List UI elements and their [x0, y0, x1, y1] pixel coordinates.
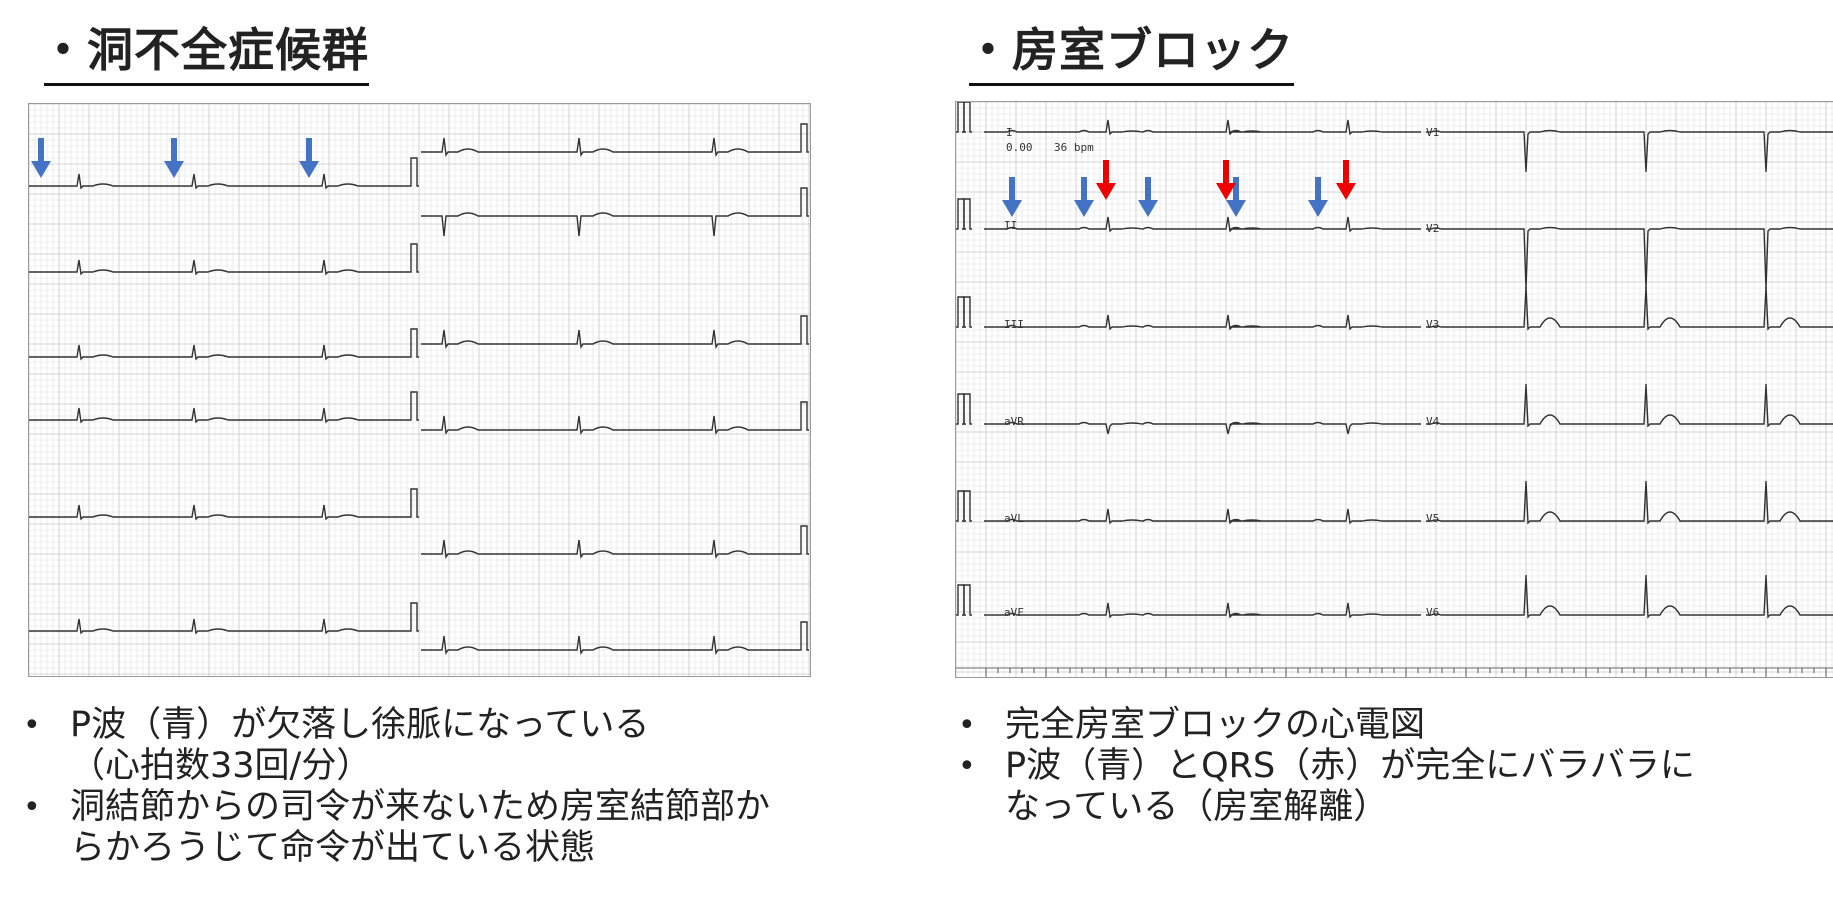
calibration-pulse: [799, 315, 809, 345]
bullet-dot-icon: •: [23, 790, 41, 825]
ecg-trace: [984, 119, 1421, 136]
ecg-trace: [421, 212, 799, 237]
ecg-speed-readout: 0.00: [1006, 141, 1033, 154]
ecg-trace: [1426, 226, 1833, 290]
p-wave-arrow-icon: [31, 138, 51, 178]
calibration-pulse: [409, 157, 419, 187]
p-wave-arrow-icon: [1138, 177, 1158, 217]
p-wave-arrow-icon: [1002, 177, 1022, 217]
ecg-trace: [984, 314, 1421, 331]
calibration-pulse: [409, 328, 419, 358]
bullet-line: らかろうじて命令が出ている状態: [70, 828, 596, 868]
lead-label-V3: V3: [1426, 318, 1439, 331]
lead-label-III: III: [1004, 318, 1024, 331]
title-underline: [969, 83, 1294, 86]
calibration-pulse: [956, 584, 966, 616]
ecg-trace: [29, 173, 409, 190]
bullet-dot-icon: •: [958, 749, 976, 784]
title-text: ・洞不全症候群: [40, 23, 369, 77]
bullet-list-av-block: • 完全房室ブロックの心電図 • P波（青）とQRS（赤）が完全にバラバラに な…: [958, 705, 1805, 828]
p-wave-arrow-icon: [1074, 177, 1094, 217]
calibration-pulse: [409, 602, 419, 632]
title-sick-sinus-syndrome: ・洞不全症候群: [40, 14, 369, 86]
time-ruler: [985, 668, 1827, 677]
ecg-sick-sinus: [28, 103, 811, 677]
lead-label-II: II: [1004, 219, 1017, 232]
calibration-pulse: [409, 488, 419, 518]
ecg-trace: [984, 602, 1421, 619]
ecg-trace: [1426, 286, 1833, 331]
bullet-item: • 完全房室ブロックの心電図: [958, 705, 1805, 746]
calibration-pulse: [956, 198, 966, 230]
ecg-trace: [984, 421, 1421, 435]
ecg-grid: [956, 102, 1833, 677]
lead-label-V4: V4: [1426, 415, 1440, 428]
ecg-trace: [421, 137, 799, 157]
ecg-trace: [29, 344, 409, 361]
calibration-pulse: [799, 525, 809, 555]
p-wave-arrow-icon: [299, 138, 319, 178]
title-av-block: ・房室ブロック: [965, 14, 1294, 86]
ecg-trace: [984, 508, 1421, 525]
calibration-pulse: [956, 490, 966, 522]
bullet-line: P波（青）とQRS（赤）が完全にバラバラに: [1005, 746, 1695, 786]
ecg-trace: [1426, 574, 1833, 619]
bullet-line: なっている（房室解離）: [1005, 787, 1389, 827]
bullet-item: • 洞結節からの司令が来ないため房室結節部か らかろうじて命令が出ている状態: [23, 787, 830, 869]
ecg-trace: [1426, 129, 1833, 173]
ecg-trace: [421, 539, 799, 559]
title-underline: [44, 83, 369, 86]
bullet-line: P波（青）が欠落し徐脈になっている: [70, 705, 650, 745]
ecg-trace: [29, 407, 409, 424]
calibration-pulse: [409, 243, 419, 273]
lead-label-aVR: aVR: [1004, 415, 1024, 428]
ecg-grid: [29, 104, 810, 676]
calibration-pulse: [799, 621, 809, 651]
calibration-pulse: [956, 393, 966, 425]
p-wave-arrow-icon: [164, 138, 184, 178]
calibration-pulse: [956, 296, 966, 328]
qrs-arrow-icon: [1096, 160, 1116, 200]
calibration-pulse: [409, 391, 419, 421]
ecg-trace: [1426, 383, 1833, 428]
p-wave-arrow-icon: [1226, 177, 1246, 217]
ecg-trace: [29, 259, 409, 276]
bullet-dot-icon: •: [23, 708, 41, 743]
lead-label-I: I: [1006, 126, 1013, 139]
lead-label-V6: V6: [1426, 606, 1439, 619]
p-wave-arrow-icon: [1308, 177, 1328, 217]
lead-label-V2: V2: [1426, 222, 1439, 235]
ecg-trace: [421, 635, 799, 655]
bullet-item: • P波（青）が欠落し徐脈になっている （心拍数33回/分）: [23, 705, 830, 787]
calibration-pulse: [956, 102, 966, 133]
ecg-strip-sick-sinus: [29, 104, 810, 676]
calibration-pulse: [799, 401, 809, 431]
ecg-trace: [29, 618, 409, 635]
bullet-item: • P波（青）とQRS（赤）が完全にバラバラに なっている（房室解離）: [958, 746, 1805, 828]
ecg-trace: [984, 216, 1421, 233]
bullet-line: 完全房室ブロックの心電図: [1005, 705, 1426, 745]
bullet-list-sick-sinus: • P波（青）が欠落し徐脈になっている （心拍数33回/分） • 洞結節からの司…: [23, 705, 830, 869]
bullet-line: （心拍数33回/分）: [70, 746, 372, 786]
qrs-arrow-icon: [1216, 160, 1236, 200]
lead-label-V1: V1: [1426, 126, 1439, 139]
lead-label-aVF: aVF: [1004, 606, 1024, 619]
calibration-pulse: [799, 123, 809, 153]
calibration-pulse: [799, 187, 809, 217]
lead-label-aVL: aVL: [1004, 512, 1024, 525]
title-text: ・房室ブロック: [965, 23, 1294, 77]
bullet-line: 洞結節からの司令が来ないため房室結節部か: [70, 787, 771, 827]
lead-label-V5: V5: [1426, 512, 1439, 525]
ecg-trace: [1426, 480, 1833, 525]
ecg-av-block: I 0.00 36 bpm II III aVR aVL aVF V1 V2 V3 V4 V5 V6: [955, 101, 1833, 678]
bullet-dot-icon: •: [958, 708, 976, 743]
qrs-arrow-icon: [1336, 160, 1356, 200]
ecg-rate-readout: 36 bpm: [1054, 141, 1094, 154]
ecg-trace: [421, 329, 799, 349]
ecg-trace: [421, 415, 799, 435]
ecg-trace: [29, 504, 409, 521]
